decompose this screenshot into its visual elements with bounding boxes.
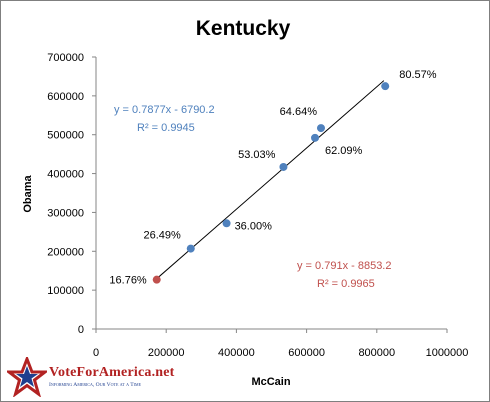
equation-blue-line2: R² = 0.9945 — [137, 122, 195, 134]
logo-name: VoteForAmerica.net — [49, 365, 175, 380]
data-point — [311, 133, 320, 142]
x-tick-label: 800000 — [358, 347, 395, 359]
star-icon — [7, 357, 47, 397]
x-axis-ticks: 0 200000 400000 600000 800000 1000000 — [93, 329, 468, 359]
y-axis-label: Obama — [22, 174, 34, 212]
data-point — [186, 244, 195, 253]
y-tick-label: 300000 — [47, 207, 84, 219]
data-label: 62.09% — [325, 145, 363, 157]
data-label: 80.57% — [399, 69, 437, 81]
x-axis-label: McCain — [251, 376, 290, 388]
logo-tagline: Informing America, Our Vote at a Time — [49, 382, 142, 388]
vote-for-america-logo: VoteForAmerica.net Informing America, Ou… — [7, 357, 197, 397]
x-tick-label: 400000 — [218, 347, 255, 359]
data-label: 26.49% — [143, 230, 181, 242]
data-point — [316, 124, 325, 133]
equation-red-line2: R² = 0.9965 — [317, 278, 375, 290]
data-point — [381, 82, 390, 91]
y-tick-label: 400000 — [47, 169, 84, 181]
trendline — [156, 80, 385, 280]
chart-title: Kentucky — [196, 17, 291, 40]
data-labels: 16.76% 26.49% 36.00% 53.03% 62.09% 64.64% 80.5… — [109, 69, 436, 287]
y-tick-label: 500000 — [47, 130, 84, 142]
equation-blue-line1: y = 0.7877x - 6790.2 — [114, 104, 215, 116]
data-point — [279, 162, 288, 171]
y-tick-label: 700000 — [47, 52, 84, 64]
y-axis-ticks: 0 100000 200000 300000 400000 500000 600000 700… — [47, 52, 96, 336]
x-tick-label: 0 — [93, 347, 99, 359]
y-tick-label: 0 — [78, 324, 84, 336]
x-tick-label: 1000000 — [426, 347, 469, 359]
data-points — [152, 82, 390, 284]
data-label: 53.03% — [238, 149, 276, 161]
data-label: 64.64% — [280, 106, 318, 118]
y-tick-label: 600000 — [47, 91, 84, 103]
data-point — [222, 219, 231, 228]
data-label: 36.00% — [235, 220, 273, 232]
y-tick-label: 200000 — [47, 246, 84, 258]
data-point — [152, 275, 161, 284]
data-label: 16.76% — [109, 275, 147, 287]
x-tick-label: 200000 — [148, 347, 185, 359]
x-tick-label: 600000 — [288, 347, 325, 359]
equation-red-line1: y = 0.791x - 8853.2 — [297, 260, 391, 272]
axes — [95, 57, 447, 330]
y-tick-label: 100000 — [47, 285, 84, 297]
